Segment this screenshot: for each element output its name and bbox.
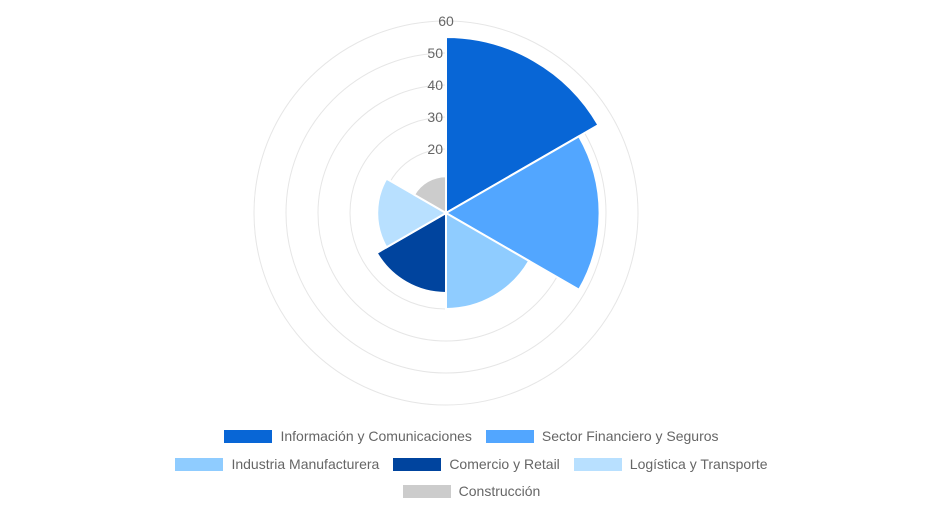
tick-label: 40: [427, 77, 443, 93]
grid-ring: [253, 20, 639, 406]
legend-swatch: [485, 429, 534, 443]
legend-swatch: [573, 457, 622, 471]
legend-label: Información y Comunicaciones: [280, 428, 472, 444]
legend-swatch: [175, 457, 224, 471]
legend-item-informacion[interactable]: Información y Comunicaciones: [224, 428, 472, 444]
tick-label: 20: [427, 141, 443, 157]
legend-item-logistica[interactable]: Logística y Transporte: [573, 456, 768, 472]
legend-row-2: Industria Manufacturera Comercio y Retai…: [0, 456, 943, 472]
legend-swatch: [224, 429, 273, 443]
legend-label: Logística y Transporte: [629, 456, 768, 472]
legend-swatch: [402, 484, 451, 498]
polar-area-chart: 20 30 40 50 60: [253, 13, 639, 406]
radial-tick-labels: 20 30 40 50 60: [427, 13, 454, 157]
legend-swatch: [393, 457, 442, 471]
segment-sector-financiero-y-seguros[interactable]: [444, 134, 601, 292]
legend-item-financiero[interactable]: Sector Financiero y Seguros: [485, 428, 719, 444]
legend-item-comercio[interactable]: Comercio y Retail: [393, 456, 560, 472]
segment-logistica-y-transporte[interactable]: [376, 177, 449, 249]
tick-label: 30: [427, 109, 443, 125]
legend-label: Industria Manufacturera: [231, 456, 380, 472]
tick-label: 50: [427, 45, 443, 61]
legend-label: Sector Financiero y Seguros: [541, 428, 719, 444]
legend-label: Comercio y Retail: [449, 456, 560, 472]
legend-item-construccion[interactable]: Construcción: [402, 483, 541, 499]
segment-informacion-y-comunicaciones[interactable]: [445, 35, 600, 215]
legend-item-industria[interactable]: Industria Manufacturera: [175, 456, 379, 472]
segment-construccion[interactable]: [412, 175, 447, 215]
chart-segments: [375, 35, 601, 311]
legend-label: Construcción: [458, 483, 541, 499]
segment-industria-manufacturera[interactable]: [445, 211, 531, 311]
legend-row-1: Información y Comunicaciones Sector Fina…: [0, 428, 943, 444]
tick-label: 60: [438, 13, 454, 29]
legend-row-3: Construcción: [0, 483, 943, 499]
segment-comercio-y-retail[interactable]: [375, 211, 447, 295]
